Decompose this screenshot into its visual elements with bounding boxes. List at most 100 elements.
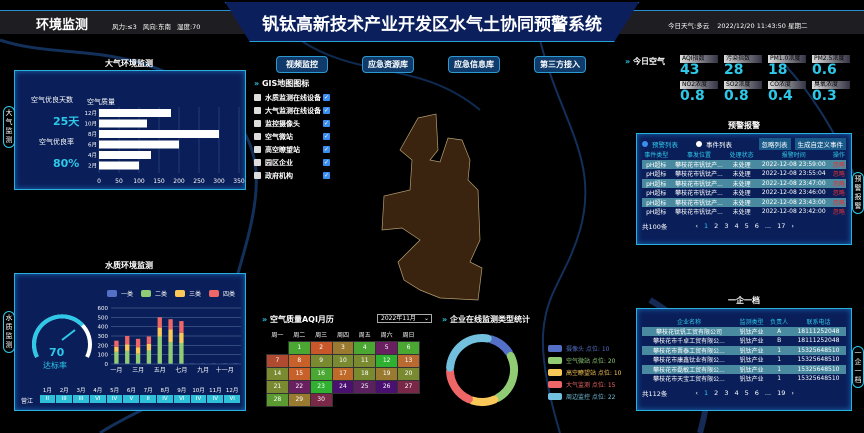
- legend-item[interactable]: 一类: [107, 287, 133, 299]
- calendar-day[interactable]: 28: [266, 392, 289, 407]
- table-row[interactable]: pH超标 攀枝花市钒钛产... 未处理 2022-12-08 23:55:04 忽略: [642, 169, 846, 179]
- checkbox-checked-icon[interactable]: ✓: [323, 159, 330, 166]
- legend-item[interactable]: 大气监测 点位: 15: [548, 378, 621, 390]
- alerts-side-tab[interactable]: 预警报警: [852, 172, 864, 214]
- calendar-day[interactable]: 27: [397, 379, 420, 394]
- calendar-day[interactable]: 4: [353, 340, 377, 355]
- prev-page-icon[interactable]: ‹: [695, 388, 699, 397]
- page-number[interactable]: 1: [704, 221, 709, 230]
- table-row[interactable]: 攀枝花市千卓工贸有限公... 钒钛产业 B 18111252048: [642, 336, 846, 346]
- legend-item[interactable]: 四类: [209, 287, 235, 299]
- gis-layer-item[interactable]: 园区企业 ✓: [254, 156, 330, 169]
- page-number[interactable]: ...: [764, 221, 772, 230]
- ignore-link[interactable]: 忽略: [831, 197, 846, 207]
- calendar-day[interactable]: 24: [331, 379, 355, 394]
- table-row[interactable]: 攀枝花钛钒工贸有限公司 钒钛产业 A 18111252048: [642, 326, 846, 336]
- checkbox-checked-icon[interactable]: ✓: [323, 146, 330, 153]
- page-number[interactable]: 17: [777, 221, 786, 230]
- page-number[interactable]: 19: [777, 388, 786, 397]
- page-number[interactable]: 4: [734, 388, 739, 397]
- legend-item[interactable]: 空气微站 点位: 20: [548, 354, 621, 366]
- calendar-day[interactable]: 10: [331, 353, 355, 368]
- calendar-day[interactable]: 19: [375, 366, 399, 381]
- calendar-day[interactable]: 5: [375, 340, 399, 355]
- table-row[interactable]: 攀枝花市磊敏工贸有限公... 钒钛产业 1 15325648510: [642, 364, 846, 374]
- checkbox-checked-icon[interactable]: ✓: [323, 120, 330, 127]
- ignore-link[interactable]: 忽略: [832, 171, 845, 179]
- page-number[interactable]: 6: [754, 388, 759, 397]
- table-row[interactable]: pH超标 攀枝花市钒钛产... 未处理 2022-12-08 23:46:00 忽略: [642, 188, 846, 198]
- gis-layer-item[interactable]: 政府机构 ✓: [254, 169, 330, 182]
- calendar-day[interactable]: 25: [353, 379, 377, 394]
- calendar-day[interactable]: 20: [397, 366, 420, 381]
- next-page-icon[interactable]: ›: [791, 221, 794, 230]
- radio-event-list[interactable]: [696, 141, 702, 147]
- nav-emergency-info[interactable]: 应急信息库: [448, 56, 500, 73]
- checkbox-checked-icon[interactable]: ✓: [323, 107, 330, 114]
- legend-item[interactable]: 高空瞭望站 点位: 10: [548, 366, 621, 378]
- legend-item[interactable]: 二类: [141, 287, 167, 299]
- calendar-day[interactable]: 8: [287, 353, 311, 368]
- enterprise-side-tab[interactable]: 一企一档: [852, 346, 864, 388]
- page-number[interactable]: 2: [714, 388, 719, 397]
- table-row[interactable]: pH超标 攀枝花市钒钛产... 未处理 2022-12-08 23:42:00 忽略: [642, 207, 846, 217]
- page-number[interactable]: ...: [764, 388, 772, 397]
- page-number[interactable]: 5: [744, 388, 749, 397]
- table-row[interactable]: 攀枝花市天宝工贸有限公... 钒钛产业 1 15325648510: [642, 374, 846, 384]
- checkbox-checked-icon[interactable]: ✓: [323, 94, 330, 101]
- calendar-day[interactable]: 14: [266, 366, 289, 381]
- next-page-icon[interactable]: ›: [791, 388, 794, 397]
- water-side-tab[interactable]: 水质监测: [3, 311, 15, 353]
- nav-emergency-resources[interactable]: 应急资源库: [362, 56, 414, 73]
- page-number[interactable]: 4: [734, 221, 739, 230]
- nav-video-monitor[interactable]: 视频监控: [276, 56, 328, 73]
- page-number[interactable]: 6: [754, 221, 759, 230]
- checkbox-checked-icon[interactable]: ✓: [323, 172, 330, 179]
- calendar-day[interactable]: 15: [287, 366, 311, 381]
- calendar-day[interactable]: 12: [375, 353, 399, 368]
- calendar-day[interactable]: 1: [287, 340, 311, 355]
- calendar-day[interactable]: 18: [353, 366, 377, 381]
- ignore-link[interactable]: 忽略: [831, 159, 846, 169]
- page-number[interactable]: 3: [724, 388, 729, 397]
- page-number[interactable]: 5: [744, 221, 749, 230]
- table-row[interactable]: pH超标 攀枝花市钒钛产... 未处理 2022-12-08 23:59:00 忽略: [642, 159, 846, 169]
- radio-alert-list[interactable]: [642, 141, 648, 147]
- prev-page-icon[interactable]: ‹: [695, 221, 699, 230]
- gis-layer-item[interactable]: 水质监测在线设备 ✓: [254, 91, 330, 104]
- ignore-list-button[interactable]: 忽略列表: [758, 138, 791, 150]
- calendar-day[interactable]: 11: [353, 353, 377, 368]
- gis-layer-item[interactable]: 大气监测在线设备 ✓: [254, 104, 330, 117]
- calendar-day[interactable]: 22: [287, 379, 311, 394]
- calendar-day[interactable]: 9: [309, 353, 333, 368]
- page-number[interactable]: 2: [714, 221, 719, 230]
- calendar-day[interactable]: 26: [375, 379, 399, 394]
- table-row[interactable]: pH超标 攀枝花市钒钛产... 未处理 2022-12-08 23:43:00 忽略: [642, 197, 846, 207]
- legend-item[interactable]: 周边监控 点位: 22: [548, 390, 621, 402]
- checkbox-checked-icon[interactable]: ✓: [323, 133, 330, 140]
- calendar-day[interactable]: 7: [266, 353, 289, 368]
- calendar-day[interactable]: 6: [397, 340, 420, 355]
- gis-layer-item[interactable]: 空气微站 ✓: [254, 130, 330, 143]
- ignore-link[interactable]: 忽略: [832, 190, 845, 198]
- page-number[interactable]: 1: [704, 388, 709, 397]
- calendar-day[interactable]: 29: [287, 392, 311, 407]
- nav-third-party[interactable]: 第三方接入: [534, 56, 586, 73]
- calendar-day[interactable]: 21: [266, 379, 289, 394]
- table-row[interactable]: 攀枝花市康鑫钛业有限公... 钒钛产业 1 15325648510: [642, 355, 846, 365]
- ignore-link[interactable]: 忽略: [832, 209, 845, 217]
- calendar-day[interactable]: 3: [331, 340, 355, 355]
- calendar-day[interactable]: 23: [309, 379, 333, 394]
- legend-item[interactable]: 摄像头 点位: 10: [548, 342, 621, 354]
- ignore-link[interactable]: 忽略: [831, 178, 846, 188]
- calendar-day[interactable]: 17: [331, 366, 355, 381]
- month-select[interactable]: 2022年11月 ⌄: [377, 314, 432, 323]
- table-row[interactable]: 攀枝花市晋泰工贸有限公... 钒钛产业 1 15325648510: [642, 345, 846, 355]
- calendar-day[interactable]: 16: [309, 366, 333, 381]
- legend-item[interactable]: 三类: [175, 287, 201, 299]
- gis-layer-item[interactable]: 监控摄像头 ✓: [254, 117, 330, 130]
- calendar-day[interactable]: 13: [397, 353, 420, 368]
- create-event-button[interactable]: 生成自定义事件: [794, 138, 846, 150]
- gis-layer-item[interactable]: 高空瞭望站 ✓: [254, 143, 330, 156]
- table-row[interactable]: pH超标 攀枝花市钒钛产... 未处理 2022-12-08 23:47:00 忽略: [642, 178, 846, 188]
